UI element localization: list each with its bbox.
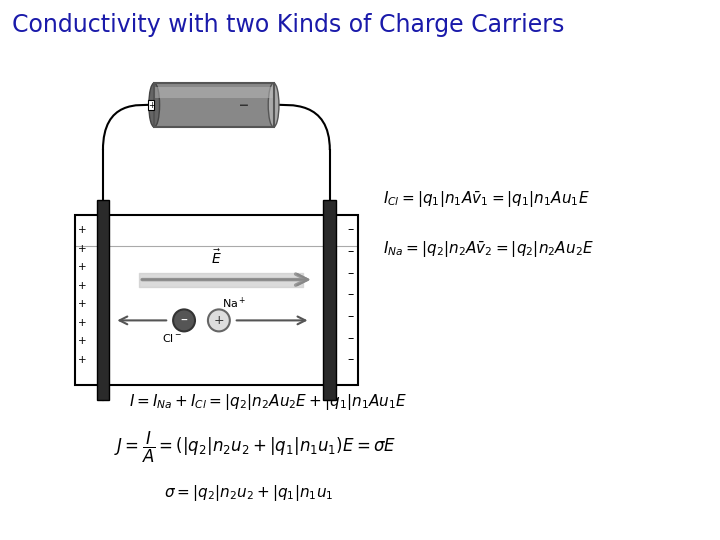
Text: –: – xyxy=(239,96,248,114)
Bar xyxy=(154,83,274,127)
Text: –: – xyxy=(347,288,354,301)
Text: $\sigma = |q_2|n_2u_2 + |q_1|n_1u_1$: $\sigma = |q_2|n_2u_2 + |q_1|n_1u_1$ xyxy=(164,483,334,503)
Text: +: + xyxy=(78,262,87,272)
Text: +: + xyxy=(148,100,155,110)
Text: $I_{Cl} = |q_1|n_1A\bar{v}_1 = |q_1|n_1Au_1E$: $I_{Cl} = |q_1|n_1A\bar{v}_1 = |q_1|n_1A… xyxy=(383,190,590,210)
Text: +: + xyxy=(214,314,224,327)
Text: +: + xyxy=(78,244,87,254)
Text: –: – xyxy=(347,332,354,345)
Text: –: – xyxy=(347,354,354,367)
Text: +: + xyxy=(78,318,87,328)
Text: $\mathrm{Na^+}$: $\mathrm{Na^+}$ xyxy=(222,296,246,311)
Text: –: – xyxy=(181,313,187,327)
Bar xyxy=(154,87,274,98)
Text: $J = \dfrac{I}{A} = \left(|q_2|n_2u_2 + |q_1|n_1u_1\right)E = \sigma E$: $J = \dfrac{I}{A} = \left(|q_2|n_2u_2 + … xyxy=(114,429,397,464)
Text: $\mathrm{Cl^-}$: $\mathrm{Cl^-}$ xyxy=(162,333,182,345)
Text: –: – xyxy=(347,267,354,280)
Circle shape xyxy=(173,309,195,332)
Text: +: + xyxy=(78,299,87,309)
Text: +: + xyxy=(78,225,87,235)
Ellipse shape xyxy=(269,83,279,127)
Text: –: – xyxy=(347,224,354,237)
Bar xyxy=(96,200,109,400)
Text: $\vec{E}$: $\vec{E}$ xyxy=(210,248,221,267)
Text: –: – xyxy=(347,245,354,258)
Bar xyxy=(148,100,154,110)
Text: +: + xyxy=(78,281,87,291)
Text: +: + xyxy=(78,336,87,347)
Text: –: – xyxy=(347,310,354,323)
Bar xyxy=(75,215,358,385)
Circle shape xyxy=(208,309,230,332)
Text: $I_{Na} = |q_2|n_2A\bar{v}_2 = |q_2|n_2Au_2E$: $I_{Na} = |q_2|n_2A\bar{v}_2 = |q_2|n_2A… xyxy=(383,240,594,260)
Text: $I = I_{Na} + I_{Cl} = |q_2|n_2Au_2E + |q_1|n_1Au_1E$: $I = I_{Na} + I_{Cl} = |q_2|n_2Au_2E + |… xyxy=(130,392,408,412)
Ellipse shape xyxy=(149,83,160,127)
Bar xyxy=(323,200,336,400)
Text: Conductivity with two Kinds of Charge Carriers: Conductivity with two Kinds of Charge Ca… xyxy=(12,13,564,37)
Bar xyxy=(154,83,274,127)
Text: +: + xyxy=(78,355,87,365)
